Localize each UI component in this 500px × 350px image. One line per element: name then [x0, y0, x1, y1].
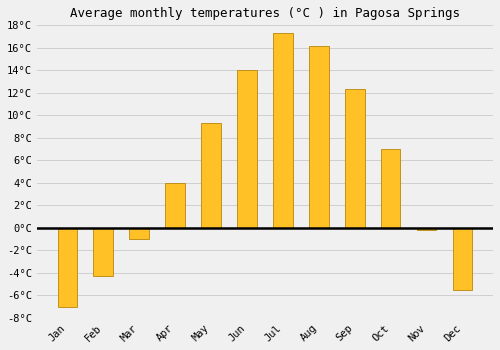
Bar — [94, 228, 113, 276]
Bar — [309, 46, 328, 228]
Bar — [237, 70, 257, 228]
Bar — [201, 123, 221, 228]
Bar — [452, 228, 472, 290]
Bar — [166, 183, 185, 228]
Bar — [416, 228, 436, 230]
Title: Average monthly temperatures (°C ) in Pagosa Springs: Average monthly temperatures (°C ) in Pa… — [70, 7, 460, 20]
Bar — [58, 228, 78, 307]
Bar — [130, 228, 149, 239]
Bar — [273, 33, 293, 228]
Bar — [345, 89, 364, 228]
Bar — [380, 149, 400, 228]
